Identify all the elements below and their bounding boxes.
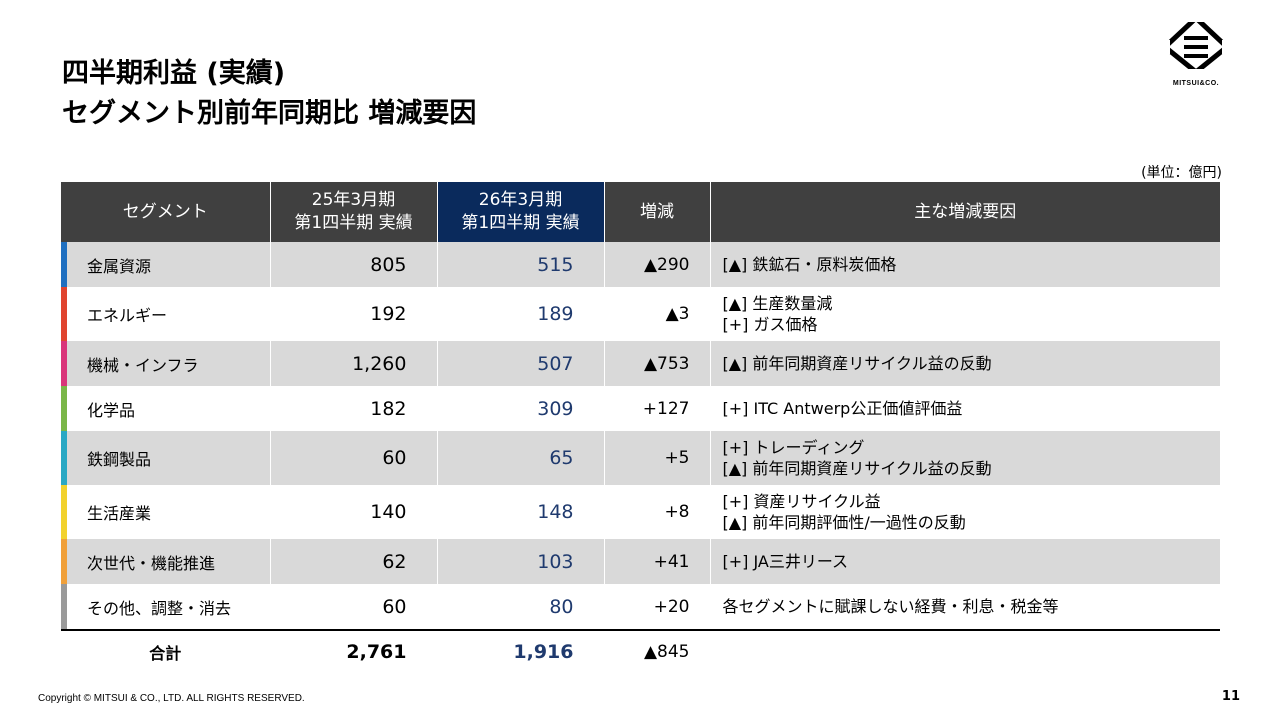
diff-value: ▲3 xyxy=(604,287,711,341)
diff-value: +127 xyxy=(604,386,711,431)
reason-line: [▲] 前年同期資産リサイクル益の反動 xyxy=(722,459,992,478)
segment-name: その他、調整・消去 xyxy=(61,584,271,630)
reason-line: [▲] 鉄鉱石・原料炭価格 xyxy=(722,255,897,274)
header-diff: 増減 xyxy=(604,182,711,242)
diff-value: ▲753 xyxy=(604,341,711,386)
segment-label: 次世代・機能推進 xyxy=(87,553,216,573)
total-row: 合計 2,761 1,916 ▲845 xyxy=(61,629,1220,673)
segment-label: 生活産業 xyxy=(87,504,152,523)
reason-cell: [+] トレーディング [▲] 前年同期資産リサイクル益の反動 xyxy=(710,431,1220,485)
segment-profit-table: セグメント 25年3月期 第1四半期 実績 26年3月期 第1四半期 実績 増減 主… xyxy=(61,182,1220,673)
reason-line: [+] ガス価格 xyxy=(722,315,818,334)
copyright: Copyright © MITSUI & CO., LTD. ALL RIGHT… xyxy=(38,693,305,704)
current-value: 65 xyxy=(437,431,605,485)
total-reason-empty xyxy=(710,629,1220,673)
segment-name: 化学品 xyxy=(61,386,271,431)
segment-color-bar xyxy=(61,431,67,485)
table-row: 鉄鋼製品 60 65 +5 [+] トレーディング [▲] 前年同期資産リサイクル益の反動 xyxy=(61,431,1220,485)
segment-name: 機械・インフラ xyxy=(61,341,271,386)
prev-value: 1,260 xyxy=(270,341,438,386)
prev-value: 60 xyxy=(270,431,438,485)
table-row: エネルギー 192 189 ▲3 [▲] 生産数量減 [+] ガス価格 xyxy=(61,287,1220,341)
reason-cell: [+] JA三井リース xyxy=(710,539,1220,584)
diff-value: ▲290 xyxy=(604,242,711,287)
page-number: 11 xyxy=(1221,689,1240,704)
segment-color-bar xyxy=(61,386,67,431)
diff-value: +20 xyxy=(604,584,711,630)
mitsui-logo-icon xyxy=(1161,14,1231,76)
reason-line: [▲] 前年同期資産リサイクル益の反動 xyxy=(722,354,992,373)
reason-cell: [▲] 生産数量減 [+] ガス価格 xyxy=(710,287,1220,341)
current-value: 507 xyxy=(437,341,605,386)
header-prev: 25年3月期 第1四半期 実績 xyxy=(270,182,438,242)
current-value: 80 xyxy=(437,584,605,630)
reason-line: 各セグメントに賦課しない経費・利息・税金等 xyxy=(722,597,1059,616)
segment-label: 化学品 xyxy=(87,400,136,420)
diff-value: +8 xyxy=(604,485,711,539)
reason-line: [+] ITC Antwerp公正価値評価益 xyxy=(722,399,963,418)
page-title: 四半期利益 (実績) セグメント別前年同期比 増減要因 xyxy=(62,54,476,134)
reason-line: [▲] 生産数量減 xyxy=(722,294,833,313)
header-reason: 主な増減要因 xyxy=(710,182,1220,242)
segment-name: 鉄鋼製品 xyxy=(61,431,271,485)
table-row: その他、調整・消去 60 80 +20 各セグメントに賦課しない経費・利息・税金等 xyxy=(61,584,1220,630)
segment-label: 金属資源 xyxy=(87,256,152,276)
table-row: 金属資源 805 515 ▲290 [▲] 鉄鉱石・原料炭価格 xyxy=(61,242,1220,287)
segment-color-bar xyxy=(61,485,67,539)
segment-color-bar xyxy=(61,539,67,584)
segment-color-bar xyxy=(61,341,67,386)
table-row: 生活産業 140 148 +8 [+] 資産リサイクル益 [▲] 前年同期評価性/一過性の… xyxy=(61,485,1220,539)
total-current: 1,916 xyxy=(437,629,605,673)
prev-value: 140 xyxy=(270,485,438,539)
segment-name: 金属資源 xyxy=(61,242,271,287)
prev-value: 60 xyxy=(270,584,438,630)
prev-value: 182 xyxy=(270,386,438,431)
table-row: 次世代・機能推進 62 103 +41 [+] JA三井リース xyxy=(61,539,1220,584)
reason-cell: [▲] 鉄鉱石・原料炭価格 xyxy=(710,242,1220,287)
prev-value: 62 xyxy=(270,539,438,584)
current-value: 515 xyxy=(437,242,605,287)
segment-label: その他、調整・消去 xyxy=(87,598,232,618)
reason-line: [▲] 前年同期評価性/一過性の反動 xyxy=(722,513,966,532)
current-value: 103 xyxy=(437,539,605,584)
current-value: 309 xyxy=(437,386,605,431)
segment-color-bar xyxy=(61,242,67,287)
reason-line: [+] JA三井リース xyxy=(722,552,849,571)
header-current: 26年3月期 第1四半期 実績 xyxy=(437,182,605,242)
total-diff: ▲845 xyxy=(604,629,711,673)
segment-color-bar xyxy=(61,287,67,341)
total-label: 合計 xyxy=(61,629,271,673)
prev-value: 805 xyxy=(270,242,438,287)
current-value: 189 xyxy=(437,287,605,341)
segment-name: 生活産業 xyxy=(61,485,271,539)
current-value: 148 xyxy=(437,485,605,539)
segment-name: エネルギー xyxy=(61,287,271,341)
logo-text: MITSUI&CO. xyxy=(1172,80,1220,87)
segment-name: 次世代・機能推進 xyxy=(61,539,271,584)
prev-value: 192 xyxy=(270,287,438,341)
title-line-2: セグメント別前年同期比 増減要因 xyxy=(62,98,477,129)
table-row: 機械・インフラ 1,260 507 ▲753 [▲] 前年同期資産リサイクル益の反動 xyxy=(61,341,1220,386)
segment-label: 鉄鋼製品 xyxy=(87,450,152,469)
segment-color-bar xyxy=(61,584,67,629)
reason-cell: [+] 資産リサイクル益 [▲] 前年同期評価性/一過性の反動 xyxy=(710,485,1220,539)
company-logo: MITSUI&CO. xyxy=(1156,14,1236,94)
unit-label: (単位：億円) xyxy=(1141,165,1222,181)
header-segment: セグメント xyxy=(61,182,271,242)
table-header-row: セグメント 25年3月期 第1四半期 実績 26年3月期 第1四半期 実績 増減 主… xyxy=(61,182,1220,242)
diff-value: +41 xyxy=(604,539,711,584)
reason-cell: [+] ITC Antwerp公正価値評価益 xyxy=(710,386,1220,431)
total-prev: 2,761 xyxy=(270,629,438,673)
reason-line: [+] トレーディング xyxy=(722,438,865,457)
table-row: 化学品 182 309 +127 [+] ITC Antwerp公正価値評価益 xyxy=(61,386,1220,431)
segment-label: 機械・インフラ xyxy=(87,355,199,375)
reason-line: [+] 資産リサイクル益 xyxy=(722,492,881,511)
diff-value: +5 xyxy=(604,431,711,485)
reason-cell: 各セグメントに賦課しない経費・利息・税金等 xyxy=(710,584,1220,630)
reason-cell: [▲] 前年同期資産リサイクル益の反動 xyxy=(710,341,1220,386)
segment-label: エネルギー xyxy=(87,306,168,325)
title-line-1: 四半期利益 (実績) xyxy=(62,58,286,89)
